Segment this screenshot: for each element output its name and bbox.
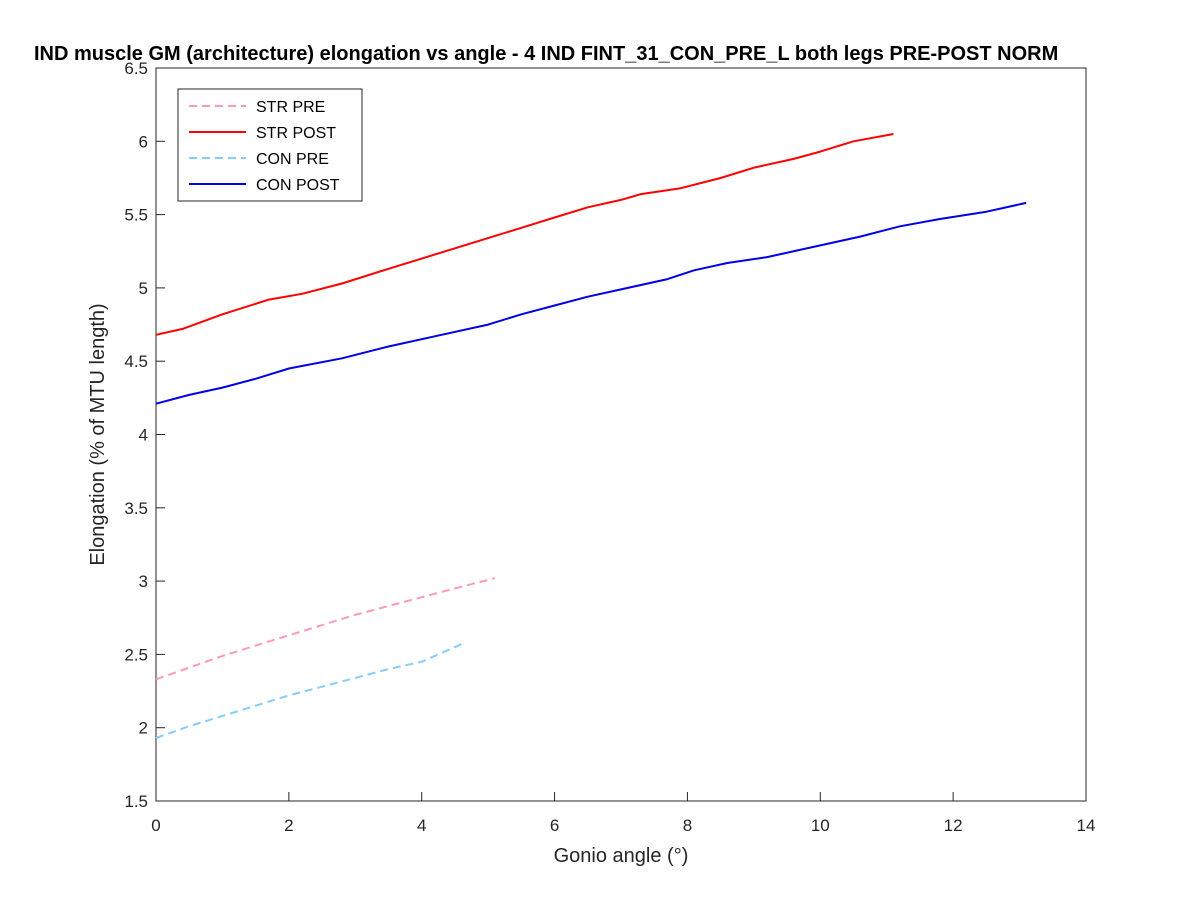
x-tick-label: 8	[683, 816, 692, 835]
y-tick-label: 6	[139, 132, 148, 151]
y-axis-ticks: 1.5 2 2.5 3 3.5 4 4.5 5 5.5 6 6.5	[124, 59, 165, 811]
legend: STR PRE STR POST CON PRE CON POST	[177, 88, 363, 202]
y-tick-label: 5	[139, 279, 148, 298]
legend-label: STR PRE	[256, 99, 325, 116]
x-tick-label: 10	[811, 816, 830, 835]
series-line-1	[155, 577, 496, 681]
series-line-2	[155, 133, 894, 336]
legend-label: CON PRE	[256, 151, 329, 168]
series-layer	[155, 133, 1027, 739]
series-line-4	[155, 201, 1027, 405]
x-tick-label: 0	[151, 816, 160, 835]
y-tick-label: 3	[139, 572, 148, 591]
y-tick-label: 3.5	[124, 499, 148, 518]
x-tick-label: 2	[284, 816, 293, 835]
x-tick-label: 12	[944, 816, 963, 835]
x-axis-ticks: 0 2 4 6 8 10 12 14	[151, 792, 1095, 835]
y-tick-label: 1.5	[124, 792, 148, 811]
y-tick-label: 2.5	[124, 645, 148, 664]
x-tick-label: 4	[417, 816, 426, 835]
series-line-3	[155, 643, 463, 739]
y-axis-label: Elongation (% of MTU length)	[87, 303, 109, 565]
legend-label: CON POST	[256, 177, 340, 194]
y-tick-label: 5.5	[124, 206, 148, 225]
x-axis-label: Gonio angle (°)	[554, 845, 689, 867]
x-tick-label: 14	[1077, 816, 1096, 835]
y-tick-label: 6.5	[124, 59, 148, 78]
y-tick-label: 4.5	[124, 352, 148, 371]
chart-title: IND muscle GM (architecture) elongation …	[34, 43, 1058, 65]
legend-label: STR POST	[256, 125, 336, 142]
x-tick-label: 6	[550, 816, 559, 835]
y-tick-label: 2	[139, 719, 148, 738]
legend-box	[177, 88, 363, 202]
y-tick-label: 4	[139, 426, 148, 445]
